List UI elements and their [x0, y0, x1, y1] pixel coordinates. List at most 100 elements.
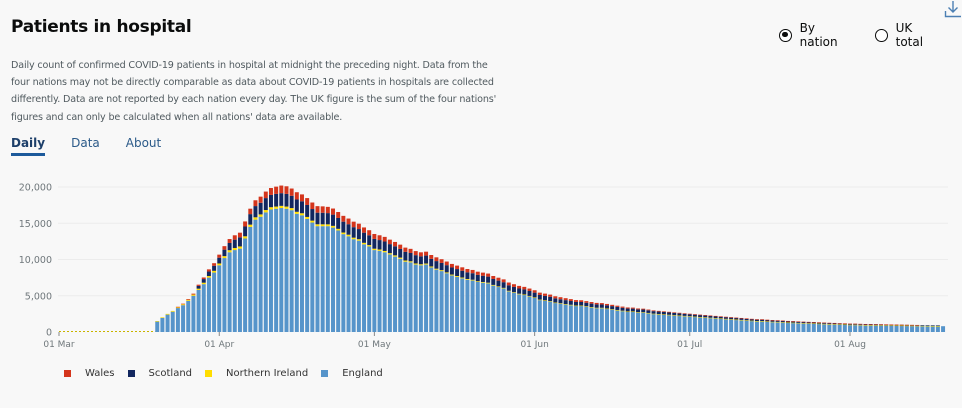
bar-wales: [331, 208, 335, 215]
bar-northern-ireland: [372, 248, 377, 251]
radio-selected-icon[interactable]: [779, 28, 792, 42]
bar-scotland: [444, 265, 449, 273]
bar-scotland: [413, 255, 418, 264]
bar-england: [517, 294, 522, 332]
bar-england: [418, 265, 423, 332]
legend-label: Wales: [85, 368, 115, 379]
bar-england: [605, 308, 609, 332]
bar-england: [899, 325, 904, 332]
radio-unselected-icon[interactable]: [874, 28, 888, 42]
bar-northern-ireland: [170, 310, 175, 312]
download-icon[interactable]: [944, 0, 962, 18]
bar-wales: [212, 263, 217, 266]
bar-wales: [191, 293, 196, 295]
bar-wales: [222, 246, 227, 250]
bar-england: [201, 284, 206, 332]
bar-northern-ireland: [413, 263, 418, 265]
bar-wales: [553, 296, 558, 299]
bar-england: [511, 292, 516, 332]
bar-scotland: [641, 309, 646, 313]
bar-wales: [734, 317, 739, 319]
bar-england: [377, 250, 382, 332]
bar-wales: [889, 324, 894, 326]
bar-wales: [760, 319, 765, 320]
bar-scotland: [232, 239, 237, 248]
bar-northern-ireland: [920, 325, 925, 327]
bar-england: [170, 311, 175, 332]
bar-northern-ireland: [925, 325, 930, 327]
bar-england: [543, 300, 547, 332]
bar-wales: [320, 206, 325, 213]
bar-wales: [765, 319, 770, 321]
radio-uk-total[interactable]: UK total: [874, 21, 942, 49]
bar-england: [889, 325, 894, 332]
bar-wales: [904, 324, 909, 326]
bar-england: [217, 265, 222, 332]
bar-northern-ireland: [336, 228, 341, 231]
bar-england: [723, 318, 728, 332]
bar-wales: [868, 324, 873, 325]
bar-northern-ireland: [687, 316, 692, 317]
bar-scotland: [920, 325, 925, 326]
bar-england: [206, 277, 211, 333]
bar-wales: [558, 297, 563, 300]
bar-england: [620, 310, 625, 332]
tab-about[interactable]: About: [125, 136, 162, 150]
bar-scotland: [377, 240, 382, 250]
y-tick-label: 20,000: [19, 183, 52, 194]
bar-northern-ireland: [460, 277, 465, 279]
bar-wales: [863, 323, 868, 325]
bar-wales: [387, 239, 392, 245]
bar-scotland: [253, 206, 258, 218]
bar-england: [212, 272, 217, 332]
bar-scotland: [460, 270, 465, 278]
bar-northern-ireland: [615, 309, 620, 311]
bar-northern-ireland: [904, 325, 909, 327]
bar-scotland: [842, 323, 847, 325]
bar-northern-ireland: [403, 260, 408, 262]
bar-scotland: [739, 318, 744, 320]
bar-england: [491, 285, 496, 332]
bar-scotland: [713, 316, 718, 319]
bar-scotland: [630, 308, 635, 312]
bar-wales: [801, 321, 806, 323]
bar-england: [682, 316, 687, 332]
tab-daily[interactable]: Daily: [11, 136, 46, 156]
bar-wales: [356, 223, 361, 230]
bar-northern-ireland: [543, 300, 547, 301]
bar-scotland: [393, 246, 398, 256]
bar-northern-ireland: [480, 281, 485, 283]
bar-northern-ireland: [217, 263, 222, 266]
bar-scotland: [620, 307, 625, 311]
bar-england: [599, 308, 604, 332]
bar-england: [692, 316, 697, 332]
bar-england: [460, 278, 465, 332]
bar-england: [258, 216, 263, 332]
bar-wales: [879, 324, 884, 325]
bar-scotland: [553, 298, 558, 303]
bar-northern-ireland: [584, 306, 589, 307]
bar-england: [367, 246, 372, 332]
bar-england: [475, 281, 480, 332]
bar-scotland: [785, 321, 790, 323]
bar-scotland: [372, 238, 377, 249]
bar-england: [884, 325, 889, 332]
bar-northern-ireland: [284, 206, 289, 209]
tab-data[interactable]: Data: [71, 136, 100, 150]
bar-northern-ireland: [817, 323, 821, 325]
bar-england: [455, 276, 460, 332]
bar-wales: [201, 277, 206, 280]
bar-england: [822, 323, 827, 332]
bar-england: [346, 236, 351, 332]
bar-england: [439, 271, 444, 332]
bar-scotland: [558, 299, 563, 304]
bar-england: [429, 267, 434, 332]
radio-by-nation[interactable]: By nation: [779, 21, 855, 49]
bar-scotland: [791, 321, 796, 323]
bar-england: [785, 322, 790, 332]
bar-england: [537, 300, 542, 332]
bar-england: [325, 226, 330, 332]
bar-england: [749, 320, 754, 332]
bar-scotland: [212, 265, 217, 271]
bar-scotland: [744, 318, 749, 321]
